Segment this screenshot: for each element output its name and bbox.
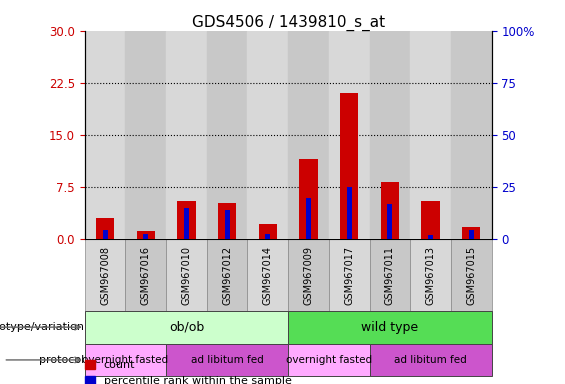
Bar	[288, 31, 329, 239]
Text: GSM967017: GSM967017	[344, 245, 354, 305]
Text: ob/ob: ob/ob	[169, 321, 204, 334]
Bar	[218, 203, 236, 239]
Text: GSM967009: GSM967009	[303, 245, 314, 305]
Bar	[288, 344, 370, 376]
Bar	[85, 311, 288, 344]
Bar	[451, 239, 492, 311]
Text: GSM967010: GSM967010	[181, 245, 192, 305]
Bar	[388, 204, 392, 239]
Bar	[340, 93, 358, 239]
Bar	[207, 31, 247, 239]
Bar	[329, 239, 370, 311]
Text: GSM967016: GSM967016	[141, 245, 151, 305]
Text: protocol: protocol	[40, 355, 85, 365]
Bar	[299, 159, 318, 239]
Bar	[103, 230, 107, 239]
Legend: count, percentile rank within the sample: count, percentile rank within the sample	[85, 360, 292, 384]
Bar	[166, 344, 288, 376]
Bar	[306, 197, 311, 239]
Text: wild type: wild type	[361, 321, 419, 334]
Bar	[144, 234, 148, 239]
Bar	[329, 31, 370, 239]
Bar	[85, 31, 125, 239]
Bar	[184, 208, 189, 239]
Text: GSM967014: GSM967014	[263, 245, 273, 305]
Bar	[370, 239, 410, 311]
Text: GSM967012: GSM967012	[222, 245, 232, 305]
Bar	[451, 31, 492, 239]
Text: ad libitum fed: ad libitum fed	[394, 355, 467, 365]
Text: GSM967013: GSM967013	[425, 245, 436, 305]
Bar	[370, 344, 492, 376]
Text: GSM967011: GSM967011	[385, 245, 395, 305]
Text: ad libitum fed: ad libitum fed	[191, 355, 263, 365]
Bar	[166, 31, 207, 239]
Bar	[266, 234, 270, 239]
Bar	[410, 239, 451, 311]
Bar	[85, 344, 166, 376]
Bar	[469, 230, 473, 239]
Bar	[137, 231, 155, 239]
Bar	[259, 224, 277, 239]
Bar	[166, 239, 207, 311]
Text: genotype/variation: genotype/variation	[0, 322, 85, 332]
Title: GDS4506 / 1439810_s_at: GDS4506 / 1439810_s_at	[192, 15, 385, 31]
Bar	[85, 239, 125, 311]
Bar	[177, 201, 195, 239]
Bar	[207, 239, 247, 311]
Bar	[288, 239, 329, 311]
Bar	[347, 187, 351, 239]
Bar	[421, 201, 440, 239]
Bar	[96, 218, 114, 239]
Bar	[125, 239, 166, 311]
Bar	[381, 182, 399, 239]
Bar	[288, 311, 492, 344]
Bar	[462, 227, 480, 239]
Text: overnight fasted: overnight fasted	[286, 355, 372, 365]
Bar	[125, 31, 166, 239]
Bar	[370, 31, 410, 239]
Bar	[428, 235, 433, 239]
Text: GSM967008: GSM967008	[100, 245, 110, 305]
Bar	[225, 210, 229, 239]
Bar	[247, 31, 288, 239]
Text: GSM967015: GSM967015	[466, 245, 476, 305]
Bar	[247, 239, 288, 311]
Text: overnight fasted: overnight fasted	[82, 355, 168, 365]
Bar	[410, 31, 451, 239]
